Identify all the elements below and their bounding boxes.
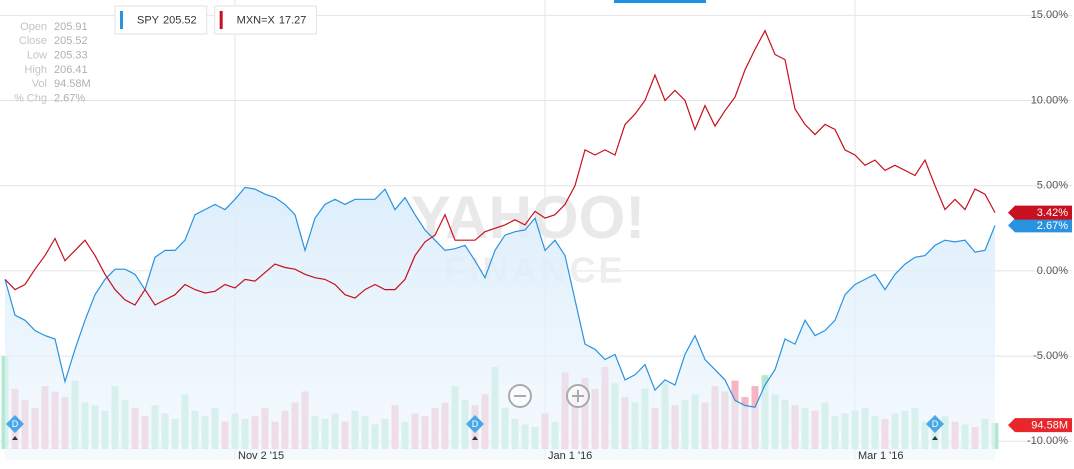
y-tick-label: -5.00% [1033,350,1068,362]
x-tick-label: Mar 1 '16 [858,450,904,462]
legend-name: SPY [137,14,160,26]
info-value: 205.91 [54,21,88,33]
info-value: 2.67% [54,92,85,104]
area [5,187,995,460]
dividend-tick [12,436,18,440]
info-value: 205.33 [54,50,88,62]
y-tick-label: -10.00% [1027,435,1068,447]
info-box: Open 205.91 Close 205.52 Low 205.33 High 206.41… [14,21,91,105]
line [4,29,996,306]
range-tab[interactable] [614,0,706,3]
dividend-label: D [932,419,939,429]
legend-swatch [120,11,123,29]
legend-item: SPY 205.52 [114,5,208,35]
info-label: Vol [32,78,47,90]
last-value-label: 3.42% [1037,207,1068,219]
dividend-label: D [472,419,479,429]
last-value-label: 2.67% [1037,220,1068,232]
legend-name: MXN=X [237,14,276,26]
legend-value: 17.27 [279,14,307,26]
y-tick-label: 5.00% [1037,180,1068,192]
zoom-in[interactable] [566,384,590,408]
info-label: Close [19,35,47,47]
line [4,186,996,408]
dividend-tick [472,436,478,440]
y-tick-label: 15.00% [1031,9,1069,21]
lines [4,29,996,460]
dividend-tick [932,436,938,440]
x-tick-label: Jan 1 '16 [548,450,592,462]
info-label: % Chg [14,92,47,104]
dividend-marker [6,415,24,433]
info-label: Low [27,50,47,62]
zoom-out[interactable] [508,384,532,408]
info-value: 205.52 [54,35,88,47]
info-label: Open [20,21,47,33]
legend-box [114,5,208,35]
info-label: High [24,64,47,76]
last-value-tag [1008,205,1072,220]
info-value: 94.58M [54,78,91,90]
legend-item: MXN=X 17.27 [214,5,317,35]
legend-box [214,5,317,35]
dividend-marker [926,415,944,433]
legend-value: 205.52 [163,14,197,26]
y-tick-label: 10.00% [1031,94,1069,106]
volume-label: 94.58M [1031,420,1068,432]
last-value-tag [1008,218,1072,233]
legend: SPY 205.52 MXN=X 17.27 [114,5,317,35]
dividend-marker [466,415,484,433]
axis: 15.00% 10.00% 5.00% 0.00% -5.00% -10.00% Nov 2… [6,9,1072,462]
info-value: 206.41 [54,64,88,76]
x-tick-label: Nov 2 '15 [238,450,284,462]
volume-tag [1008,418,1072,433]
dividend-label: D [12,419,19,429]
legend-swatch [219,11,223,29]
y-tick-label: 0.00% [1037,265,1068,277]
